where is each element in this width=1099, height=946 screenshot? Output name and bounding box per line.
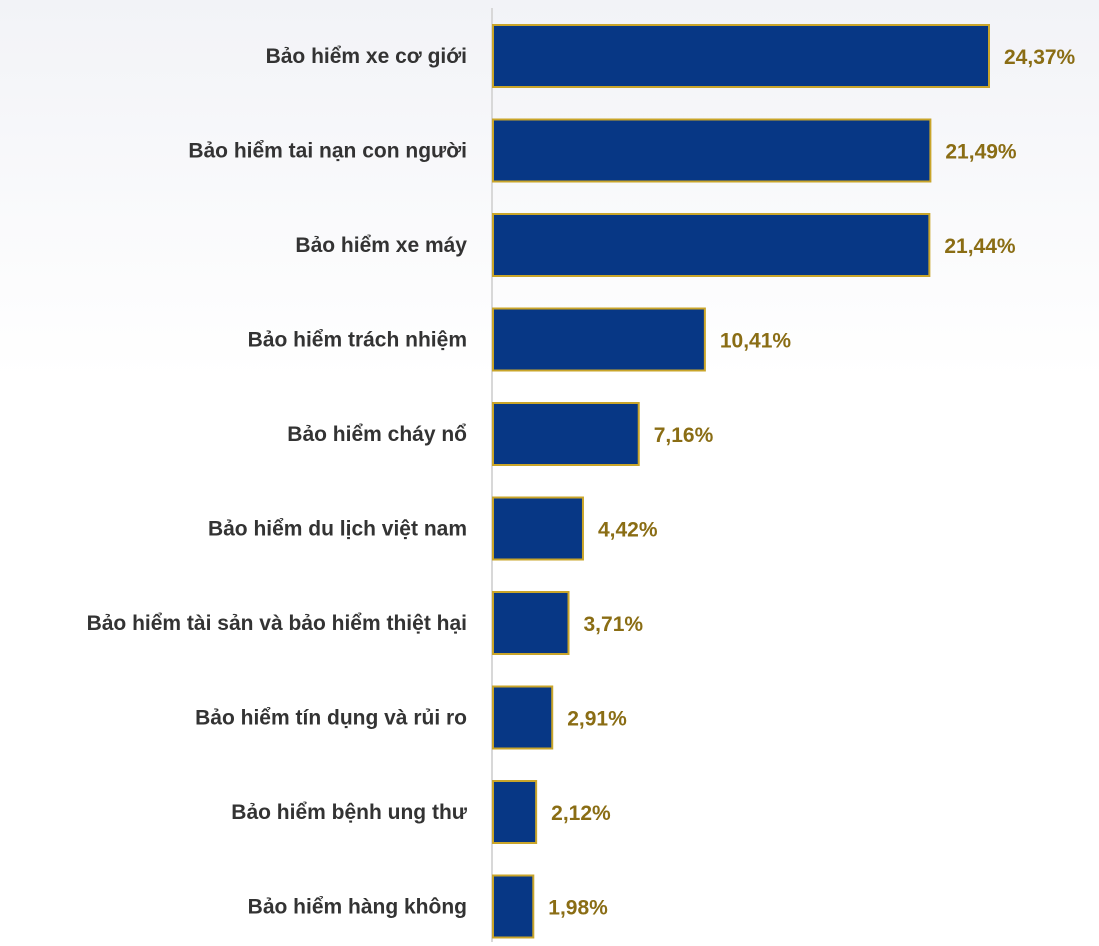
category-label: Bảo hiểm xe cơ giới [266,45,467,68]
value-label: 2,91% [567,708,627,731]
bar-9 [492,780,538,844]
bar-4 [492,307,706,372]
value-label: 1,98% [548,897,608,920]
category-label: Bảo hiểm bệnh ung thư [231,801,467,824]
bar-3 [492,213,931,277]
bar-7 [492,591,570,655]
value-label: 2,12% [551,802,611,825]
value-label: 3,71% [584,613,644,636]
bar-8 [492,685,554,750]
value-label: 24,37% [1004,46,1076,69]
category-label: Bảo hiểm cháy nổ [287,423,467,446]
category-label: Bảo hiểm du lịch việt nam [208,518,467,541]
bar-5 [492,402,640,466]
value-label: 4,42% [598,519,658,542]
bars-group: Bảo hiểm xe cơ giới 24,37% Bảo hiểm tai nạ… [87,24,1076,939]
category-label: Bảo hiểm hàng không [248,896,467,919]
value-label: 21,44% [944,235,1016,258]
category-label: Bảo hiểm xe máy [295,234,467,257]
bar-6 [492,496,584,561]
value-label: 21,49% [945,141,1017,164]
category-label: Bảo hiểm trách nhiệm [248,329,467,352]
bar-10 [492,874,535,939]
bar-2 [492,118,932,183]
bar-1 [492,24,990,88]
value-label: 10,41% [720,330,792,353]
category-label: Bảo hiểm tai nạn con người [188,140,467,163]
category-label: Bảo hiểm tín dụng và rủi ro [195,707,467,730]
value-label: 7,16% [654,424,714,447]
category-label: Bảo hiểm tài sản và bảo hiểm thiệt hại [87,612,467,635]
